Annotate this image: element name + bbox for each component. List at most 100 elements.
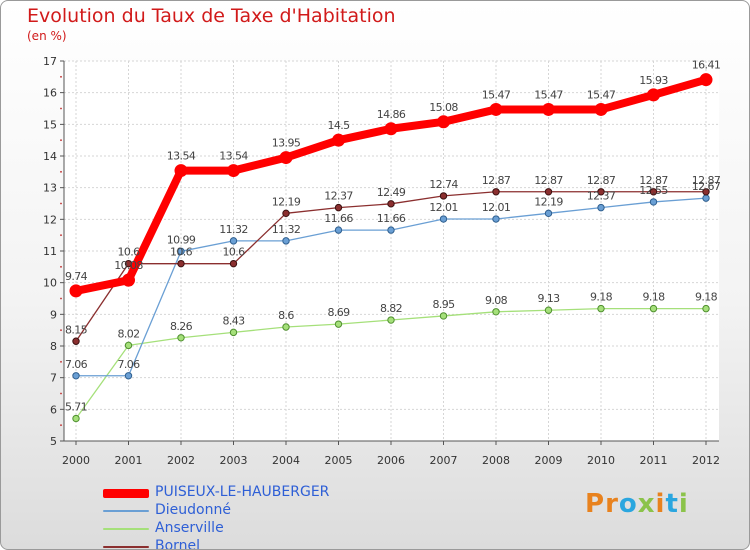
data-point-0: [437, 115, 450, 129]
data-point-0: [69, 284, 83, 298]
data-point-2: [597, 304, 605, 313]
data-label-3: 12.49: [377, 186, 406, 199]
data-label-3: 10.6: [117, 246, 140, 259]
x-tick-label: 2012: [692, 454, 720, 467]
data-label-3: 10.6: [170, 246, 193, 259]
y-tick-label: 7: [50, 372, 57, 385]
data-point-3: [334, 203, 343, 212]
y-minor-tick: [60, 329, 62, 332]
data-label-1: 10.99: [167, 233, 196, 246]
data-point-3: [492, 188, 500, 196]
data-label-1: 12.01: [482, 201, 511, 214]
data-point-2: [649, 304, 658, 313]
chart-unit: (en %): [27, 29, 67, 43]
data-point-0: [594, 102, 608, 116]
data-label-2: 9.18: [695, 291, 718, 304]
y-minor-tick: [60, 392, 62, 395]
data-point-1: [282, 237, 290, 245]
data-label-1: 7.06: [65, 358, 88, 371]
data-label-0: 14.86: [377, 108, 406, 121]
y-minor-tick: [60, 360, 62, 363]
data-point-0: [647, 88, 660, 102]
data-point-1: [439, 215, 448, 223]
data-label-2: 8.43: [222, 314, 245, 327]
data-point-3: [124, 259, 133, 268]
x-tick-label: 2007: [430, 454, 458, 467]
y-tick-label: 5: [50, 435, 57, 448]
data-point-1: [492, 215, 500, 223]
data-label-3: 12.37: [324, 190, 353, 203]
data-label-2: 8.82: [380, 302, 402, 315]
data-point-1: [649, 198, 658, 206]
data-label-1: 11.32: [219, 223, 248, 236]
data-point-1: [702, 194, 710, 202]
data-label-2: 9.13: [537, 292, 560, 305]
data-label-1: 12.19: [534, 195, 563, 208]
data-point-1: [124, 372, 133, 380]
y-minor-tick: [60, 297, 62, 300]
x-tick-label: 2008: [482, 454, 510, 467]
y-minor-tick: [60, 202, 62, 205]
data-point-0: [174, 164, 188, 178]
data-label-1: 7.06: [117, 358, 140, 371]
data-label-3: 12.87: [534, 174, 563, 187]
data-point-3: [229, 259, 238, 268]
data-point-0: [489, 102, 503, 116]
data-label-1: 12.37: [587, 190, 616, 203]
data-label-2: 8.6: [278, 309, 294, 322]
data-label-1: 12.01: [429, 201, 458, 214]
data-point-2: [72, 414, 80, 423]
y-tick-label: 6: [50, 403, 57, 416]
y-tick-label: 10: [43, 277, 57, 290]
chart-title: Evolution du Taux de Taxe d'Habitation: [27, 5, 396, 27]
data-point-3: [597, 188, 605, 196]
data-point-2: [282, 323, 290, 331]
data-point-0: [699, 73, 713, 87]
y-minor-tick: [60, 265, 62, 268]
y-tick-label: 8: [50, 340, 57, 353]
data-point-3: [439, 192, 448, 200]
y-minor-tick: [60, 75, 62, 78]
data-label-2: 8.95: [432, 298, 455, 311]
data-point-2: [544, 306, 553, 314]
y-tick-label: 17: [43, 55, 57, 68]
data-label-0: 15.47: [587, 88, 616, 101]
data-label-0: 9.74: [65, 270, 88, 283]
data-label-3: 12.87: [482, 174, 511, 187]
x-tick-label: 2002: [167, 454, 195, 467]
y-minor-tick: [60, 424, 62, 427]
data-point-2: [177, 334, 185, 342]
data-point-0: [227, 164, 240, 178]
y-tick-label: 12: [43, 213, 57, 226]
data-label-3: 12.87: [692, 174, 721, 187]
data-label-0: 10.08: [114, 259, 143, 272]
y-tick-label: 9: [50, 308, 57, 321]
x-tick-label: 2006: [377, 454, 405, 467]
data-point-3: [544, 188, 553, 196]
legend-label: Bornel: [155, 538, 201, 550]
data-label-2: 9.08: [485, 294, 508, 307]
data-label-3: 12.87: [639, 174, 668, 187]
data-label-2: 8.26: [170, 320, 193, 333]
data-point-0: [332, 133, 345, 147]
x-tick-label: 2000: [62, 454, 90, 467]
data-point-1: [597, 203, 605, 212]
data-label-0: 13.54: [167, 150, 196, 163]
data-point-3: [177, 259, 185, 268]
data-point-0: [122, 273, 135, 287]
data-point-0: [279, 151, 293, 165]
y-minor-tick: [60, 170, 62, 173]
x-tick-label: 2003: [220, 454, 248, 467]
data-label-3: 8.15: [65, 323, 88, 336]
legend-label: Anserville: [155, 520, 224, 536]
y-tick-label: 13: [43, 182, 57, 195]
data-label-1: 12.67: [692, 180, 721, 193]
legend-swatch: [103, 528, 149, 530]
data-point-3: [282, 209, 290, 218]
x-tick-label: 2004: [272, 454, 300, 467]
x-tick-label: 2011: [640, 454, 668, 467]
data-point-1: [229, 237, 238, 245]
data-point-1: [72, 372, 80, 380]
data-label-3: 12.87: [587, 174, 616, 187]
